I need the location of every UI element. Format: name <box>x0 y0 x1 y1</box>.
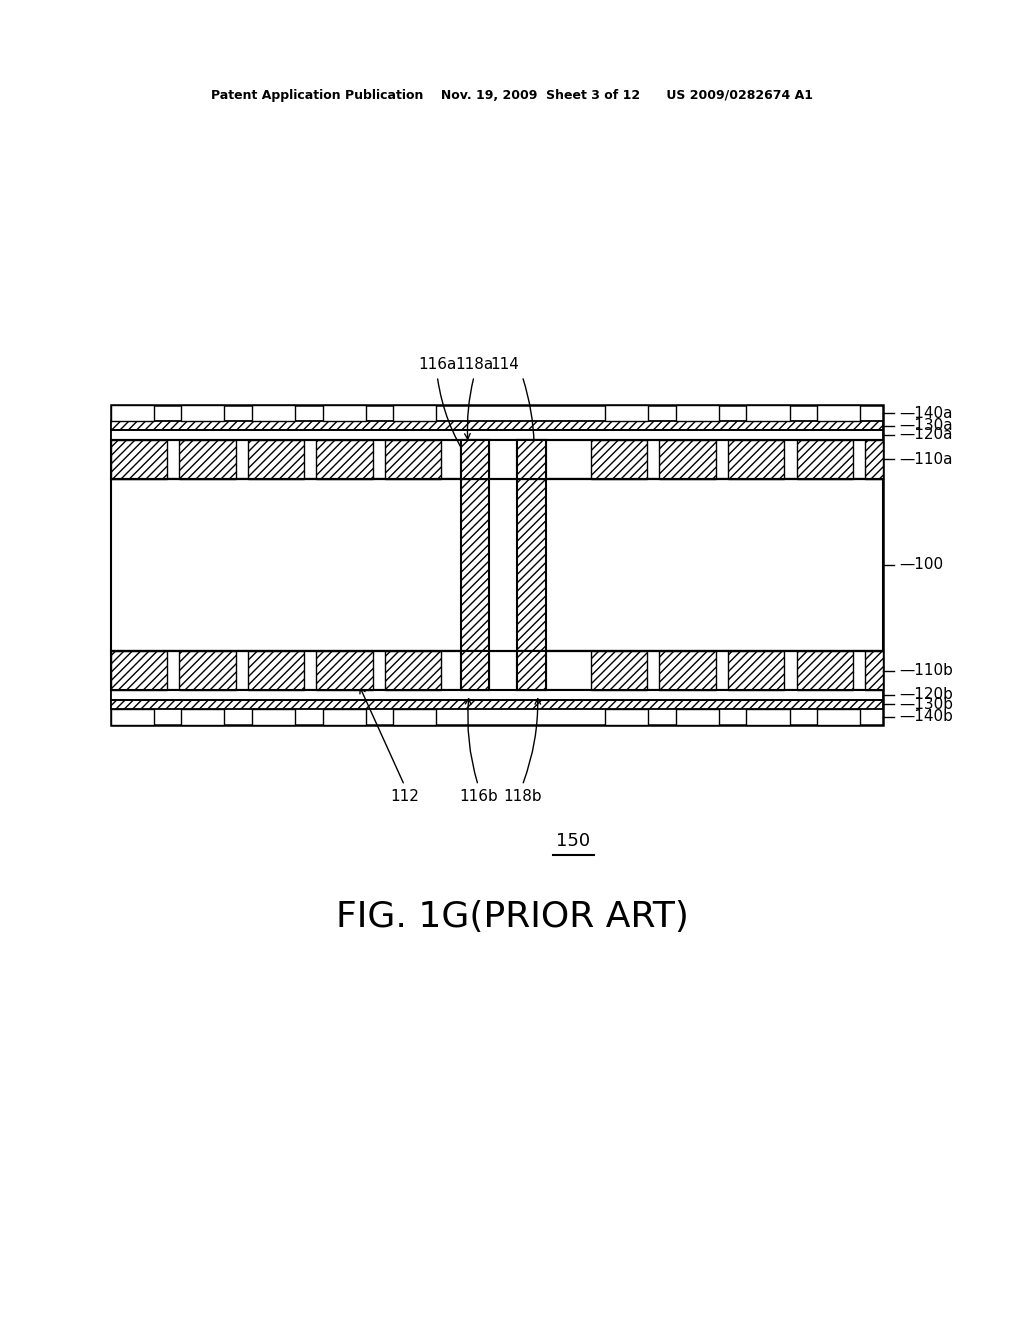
Text: —120b: —120b <box>899 688 953 702</box>
Bar <box>323 709 366 725</box>
Bar <box>461 440 489 690</box>
Bar <box>385 651 441 690</box>
Bar <box>248 651 304 690</box>
Bar <box>489 479 517 651</box>
Bar <box>517 440 546 690</box>
Bar <box>517 440 546 479</box>
Text: —140a: —140a <box>899 405 952 421</box>
Bar <box>111 479 883 651</box>
Text: 116a: 116a <box>418 358 457 372</box>
Text: FIG. 1G(PRIOR ART): FIG. 1G(PRIOR ART) <box>336 900 688 935</box>
Bar <box>111 421 883 430</box>
Bar <box>676 709 719 725</box>
Text: 150: 150 <box>556 832 591 850</box>
Bar <box>393 405 436 421</box>
Bar <box>111 690 883 700</box>
Bar <box>461 651 489 690</box>
Bar <box>111 405 154 421</box>
Text: 116b: 116b <box>459 789 498 804</box>
Bar <box>797 440 853 479</box>
Text: Patent Application Publication    Nov. 19, 2009  Sheet 3 of 12      US 2009/0282: Patent Application Publication Nov. 19, … <box>211 88 813 102</box>
Bar <box>323 405 366 421</box>
Text: 114: 114 <box>490 358 519 372</box>
Bar <box>252 405 295 421</box>
Bar <box>248 440 304 479</box>
Bar <box>111 651 883 690</box>
Bar <box>179 440 236 479</box>
Bar <box>817 405 860 421</box>
Bar <box>746 709 790 725</box>
Bar <box>746 405 790 421</box>
Text: 112: 112 <box>390 789 419 804</box>
Bar <box>111 430 883 440</box>
Bar <box>591 440 647 479</box>
Bar <box>659 440 716 479</box>
Text: —110b: —110b <box>899 663 953 678</box>
Bar <box>728 440 784 479</box>
Bar <box>385 440 441 479</box>
Bar <box>728 651 784 690</box>
Bar <box>111 709 154 725</box>
Bar <box>461 440 546 479</box>
Text: 118b: 118b <box>503 789 542 804</box>
Bar <box>179 651 236 690</box>
Text: —140b: —140b <box>899 709 953 725</box>
Bar <box>676 405 719 421</box>
Bar <box>111 405 883 725</box>
Bar <box>111 651 167 690</box>
Bar <box>316 440 373 479</box>
Bar <box>605 405 648 421</box>
Bar <box>393 709 436 725</box>
Bar <box>461 440 489 479</box>
Bar <box>111 440 883 479</box>
Bar <box>865 440 883 479</box>
Bar <box>181 405 224 421</box>
Text: —110a: —110a <box>899 451 952 467</box>
Bar <box>659 651 716 690</box>
Bar <box>817 709 860 725</box>
Bar <box>461 651 546 690</box>
Bar <box>605 709 648 725</box>
Bar <box>591 651 647 690</box>
Bar <box>252 709 295 725</box>
Bar <box>111 700 883 709</box>
Bar <box>316 651 373 690</box>
Bar <box>517 651 546 690</box>
Text: —130a: —130a <box>899 418 952 433</box>
Bar <box>181 709 224 725</box>
Text: —130b: —130b <box>899 697 953 711</box>
Text: 118a: 118a <box>455 358 494 372</box>
Bar <box>865 651 883 690</box>
Text: —100: —100 <box>899 557 943 573</box>
Bar <box>111 440 167 479</box>
Text: —120a: —120a <box>899 428 952 442</box>
Bar <box>797 651 853 690</box>
